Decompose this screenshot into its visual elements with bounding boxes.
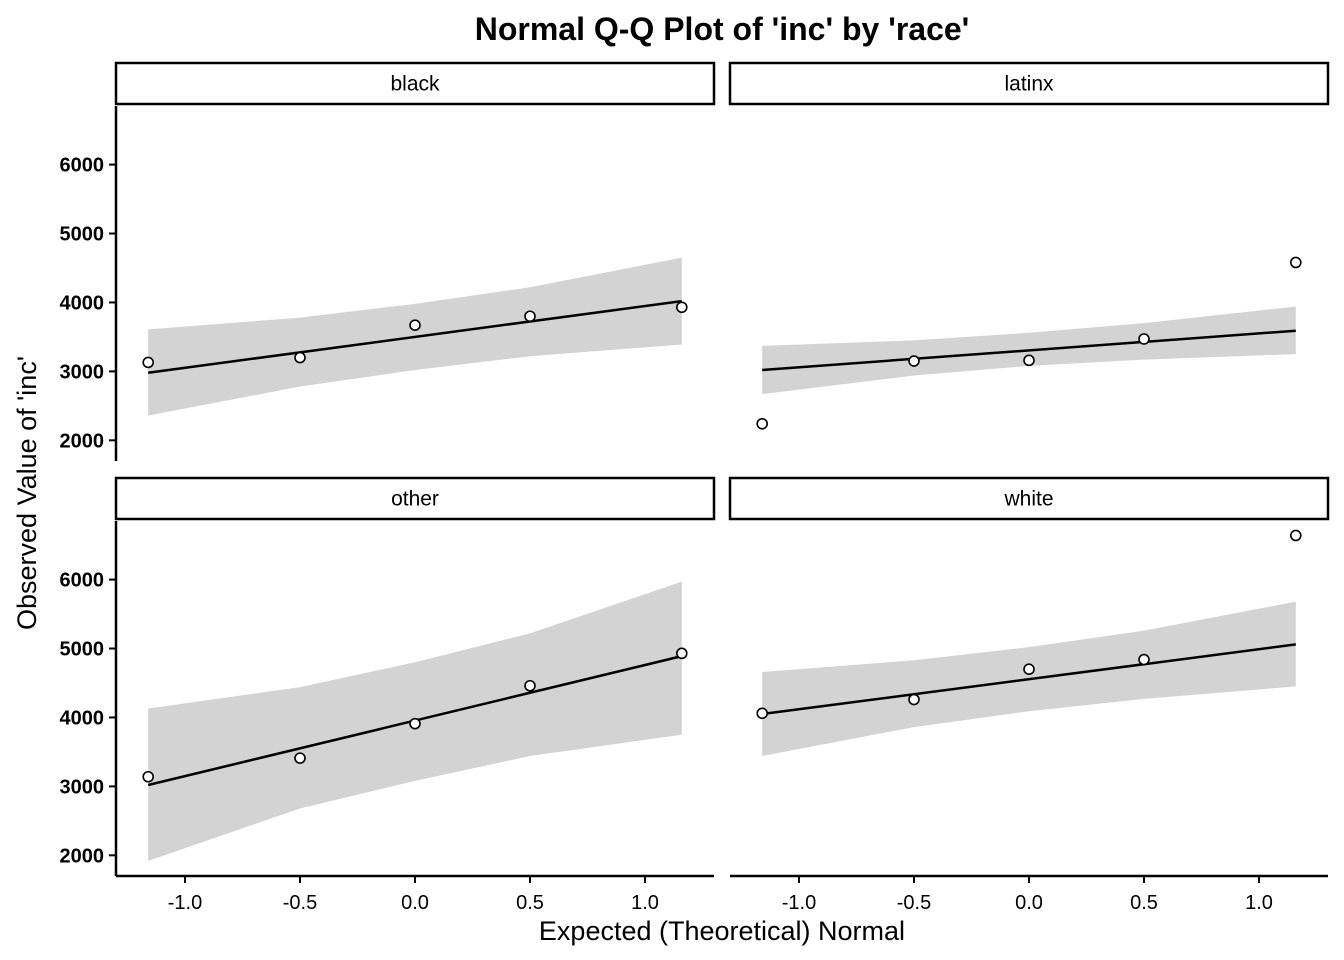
point-white-2	[908, 693, 920, 706]
y-tick-label-other-4000: 4000	[60, 707, 105, 729]
point-other-2	[294, 752, 306, 764]
strip-white	[728, 476, 1330, 521]
panel-white: white -1.0 -0.5 0.0 0.5 1.0	[728, 476, 1330, 914]
y-tick-label-other-6000: 6000	[60, 570, 105, 592]
point-other-1	[142, 770, 154, 783]
panel-black: black 2000 3000 4000 5000 6000	[60, 61, 716, 461]
point-latinx-4	[1138, 333, 1150, 345]
strip-other	[114, 476, 716, 521]
x-tick-label-white-3: 0.5	[1130, 892, 1158, 914]
point-white-3	[1023, 663, 1035, 676]
qq-line-black	[148, 299, 682, 375]
panel-other: other 2000 3000 4000 5000 6000 -1.0 -0.5 0.0 0.5 1…	[60, 476, 716, 914]
x-tick-label-white-4: 1.0	[1245, 892, 1273, 914]
strip-label-other: other	[391, 488, 439, 511]
y-tick-label-black-4000: 4000	[60, 292, 105, 314]
strip-label-black: black	[390, 73, 440, 96]
point-black-3	[409, 319, 421, 332]
point-white-1	[756, 707, 769, 720]
point-black-2	[294, 351, 306, 364]
y-tick-label-black-5000: 5000	[60, 224, 105, 246]
point-black-5	[675, 301, 688, 314]
panel-latinx: latinx	[728, 61, 1330, 430]
x-tick-label-other-1: -0.5	[283, 892, 317, 914]
point-black-1	[142, 356, 154, 369]
point-latinx-3	[1023, 354, 1035, 367]
y-tick-label-other-2000: 2000	[60, 845, 105, 867]
facet-panels: black 2000 3000 4000 5000 6000 latinx other 2000…	[60, 61, 1330, 914]
strip-latinx	[728, 61, 1330, 106]
x-tick-label-other-0: -1.0	[168, 892, 202, 914]
x-tick-label-other-4: 1.0	[631, 892, 659, 914]
strip-label-latinx: latinx	[1004, 73, 1054, 96]
strip-black	[114, 61, 716, 106]
y-tick-label-other-3000: 3000	[60, 776, 105, 798]
point-latinx-1	[756, 417, 769, 430]
y-axis-title: Observed Value of 'inc'	[12, 356, 42, 630]
y-tick-label-black-2000: 2000	[60, 430, 105, 452]
point-white-4	[1138, 653, 1150, 666]
point-other-3	[409, 717, 421, 730]
point-other-4	[524, 679, 536, 692]
strip-label-white: white	[1003, 488, 1053, 511]
point-other-5	[675, 647, 688, 660]
chart-title: Normal Q-Q Plot of 'inc' by 'race'	[475, 11, 970, 47]
x-tick-label-white-2: 0.0	[1015, 892, 1043, 914]
y-tick-label-black-3000: 3000	[60, 361, 105, 383]
qq-line-white	[762, 643, 1296, 716]
point-latinx-5	[1290, 256, 1302, 269]
qq-line-latinx	[762, 329, 1296, 372]
x-axis-title: Expected (Theoretical) Normal	[539, 916, 905, 946]
x-tick-label-other-2: 0.0	[401, 892, 429, 914]
point-black-4	[524, 310, 536, 323]
point-latinx-2	[908, 355, 920, 367]
x-tick-label-white-1: -0.5	[897, 892, 931, 914]
x-tick-label-white-0: -1.0	[782, 892, 816, 914]
point-white-5	[1290, 529, 1302, 542]
x-tick-label-other-3: 0.5	[516, 892, 544, 914]
y-tick-label-other-5000: 5000	[60, 639, 105, 661]
y-tick-label-black-6000: 6000	[60, 155, 105, 177]
